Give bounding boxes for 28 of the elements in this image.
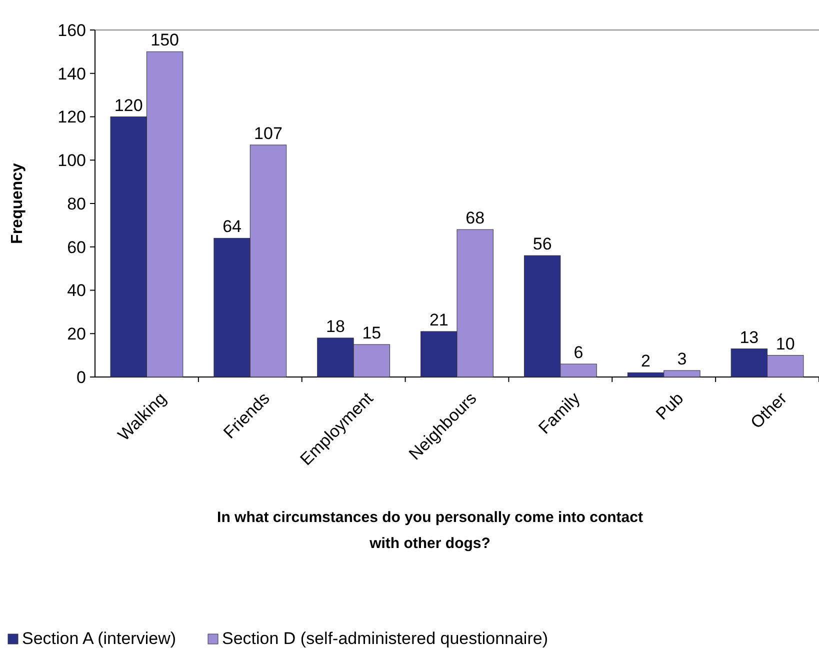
y-tick-label: 0 — [76, 368, 86, 387]
y-tick-label: 60 — [67, 238, 86, 257]
data-label: 10 — [776, 334, 795, 354]
data-label: 18 — [326, 316, 345, 336]
data-label: 2 — [641, 352, 650, 371]
y-tick-label: 100 — [58, 151, 86, 170]
data-label: 3 — [677, 349, 687, 368]
y-tick-label: 120 — [58, 108, 86, 127]
data-label: 64 — [222, 217, 242, 236]
data-label: 21 — [429, 310, 448, 330]
data-label: 120 — [114, 96, 143, 115]
data-label: 150 — [150, 30, 179, 50]
x-axis-title: In what circumstances do you personally come into contact with other dogs? — [216, 508, 644, 554]
legend-label: Section A (interview) — [22, 629, 176, 648]
y-axis-title: Frequency — [9, 162, 26, 244]
data-label: 15 — [362, 323, 382, 342]
data-label: 56 — [532, 234, 552, 254]
x-tick-label: Pub — [652, 388, 688, 424]
y-tick-label: 140 — [58, 64, 86, 84]
data-label: 6 — [574, 342, 584, 362]
data-label: 13 — [740, 328, 759, 347]
y-tick-label: 160 — [58, 20, 86, 40]
y-tick-label: 20 — [67, 324, 86, 344]
data-label: 68 — [466, 208, 485, 228]
data-label: 107 — [254, 124, 282, 143]
legend-label: Section D (self-administered questionnaire) — [222, 629, 548, 648]
y-tick-label: 40 — [67, 281, 86, 300]
y-tick-label: 80 — [67, 194, 86, 214]
